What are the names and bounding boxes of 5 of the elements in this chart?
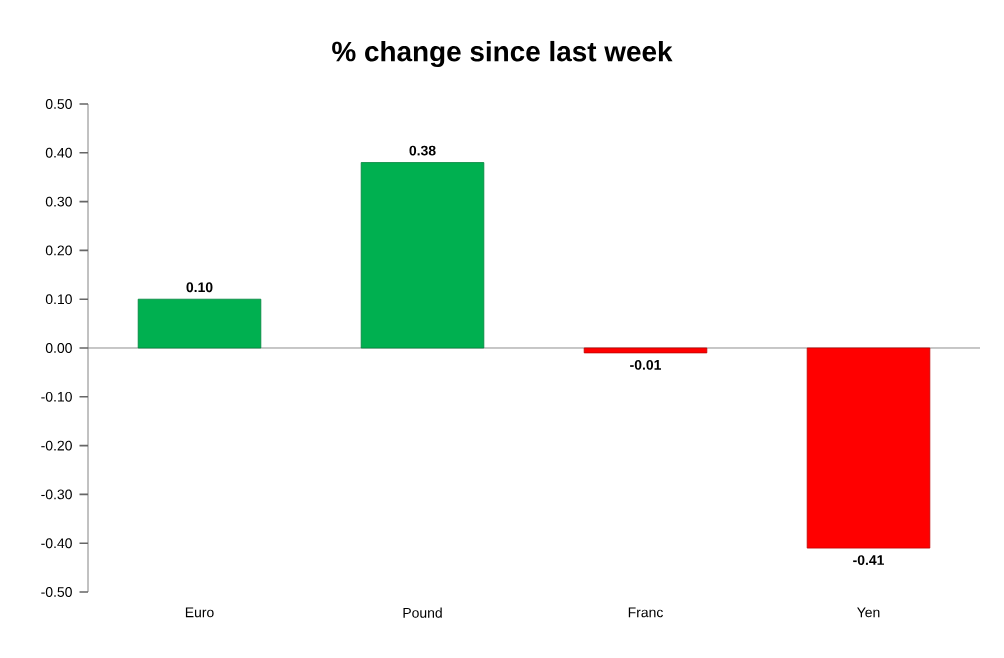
bar [583,347,708,354]
bar [806,347,931,549]
bar [360,162,485,349]
chart-title: % change since last week [332,40,673,68]
bar [137,298,262,349]
